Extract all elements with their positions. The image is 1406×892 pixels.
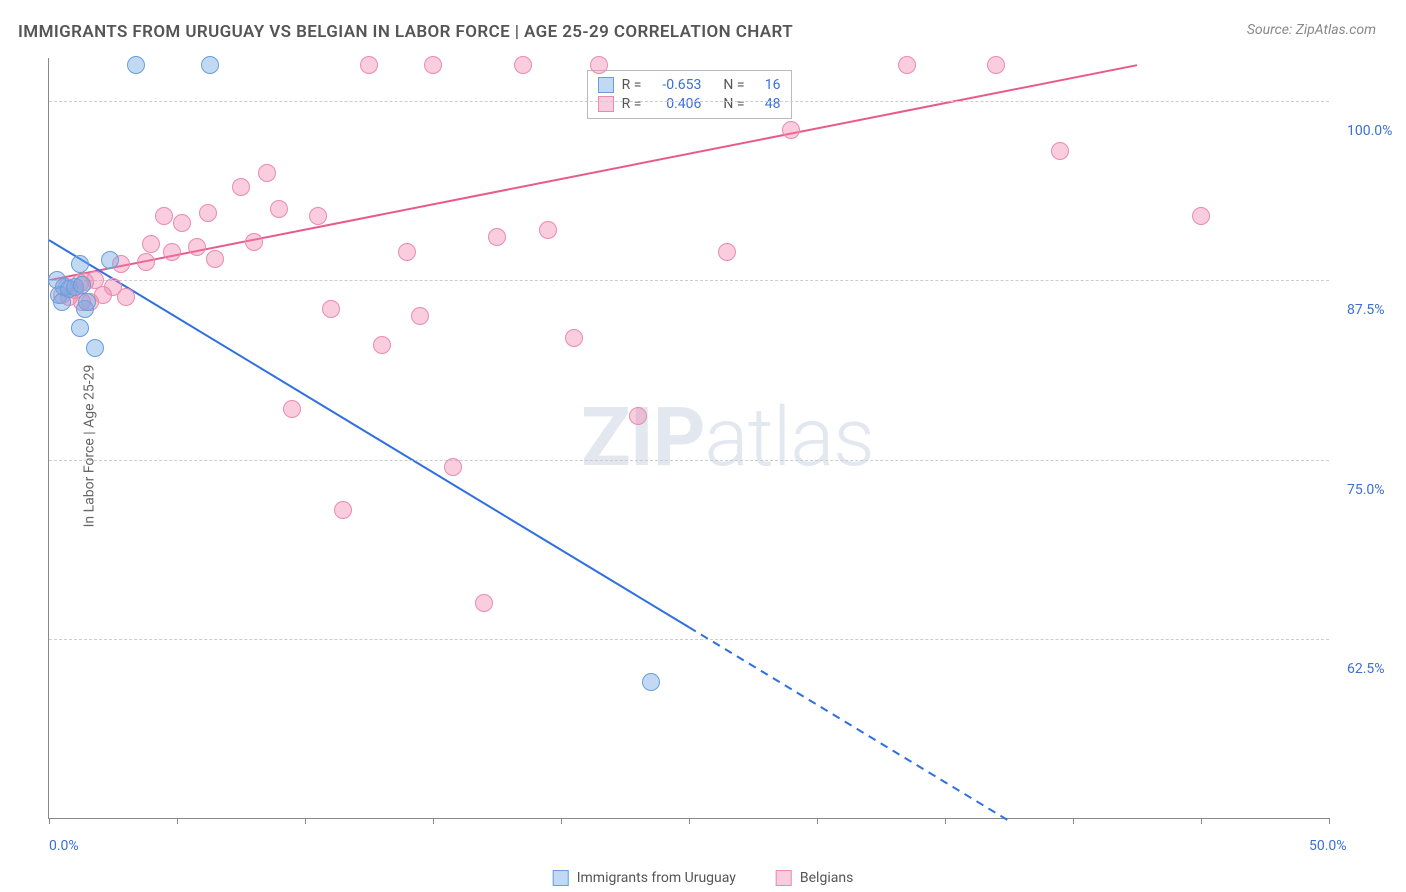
point-belgians xyxy=(718,243,736,261)
y-tick-label: 62.5% xyxy=(1347,661,1385,677)
point-belgians xyxy=(475,594,493,612)
watermark-atlas: atlas xyxy=(705,390,874,486)
point-belgians xyxy=(309,207,327,225)
point-belgians xyxy=(898,56,916,74)
point-belgians xyxy=(444,458,462,476)
y-tick-label: 100.0% xyxy=(1347,123,1392,139)
point-belgians xyxy=(488,228,506,246)
legend-swatch xyxy=(598,96,614,112)
legend-n-value: 16 xyxy=(753,77,781,93)
point-belgians xyxy=(283,400,301,418)
point-belgians xyxy=(987,56,1005,74)
point-belgians xyxy=(629,407,647,425)
legend-swatch xyxy=(553,870,569,886)
point-belgians xyxy=(411,307,429,325)
legend-r-label: R = xyxy=(622,77,642,93)
legend-r-value: 0.406 xyxy=(649,96,701,112)
point-belgians xyxy=(360,56,378,74)
legend-series: Immigrants from Uruguay Belgians xyxy=(553,870,854,886)
point-belgians xyxy=(163,243,181,261)
point-belgians xyxy=(334,501,352,519)
point-belgians xyxy=(270,200,288,218)
point-uruguay xyxy=(642,673,660,691)
x-tick xyxy=(817,818,818,824)
legend-r-value: -0.653 xyxy=(649,77,701,93)
legend-swatch xyxy=(776,870,792,886)
gridline xyxy=(49,280,1329,281)
point-uruguay xyxy=(78,293,96,311)
legend-correlation-row: R = -0.653 N = 16 xyxy=(598,77,781,93)
point-belgians xyxy=(188,238,206,256)
x-tick-label: 50.0% xyxy=(1309,838,1347,854)
x-tick xyxy=(561,818,562,824)
y-tick-label: 87.5% xyxy=(1347,302,1385,318)
legend-correlation-row: R = 0.406 N = 48 xyxy=(598,96,781,112)
watermark-zip: ZIP xyxy=(581,390,705,486)
point-belgians xyxy=(514,56,532,74)
x-tick xyxy=(305,818,306,824)
point-uruguay xyxy=(86,339,104,357)
point-belgians xyxy=(258,164,276,182)
x-tick xyxy=(433,818,434,824)
legend-n-label: N = xyxy=(723,96,744,112)
legend-r-label: R = xyxy=(622,96,642,112)
point-belgians xyxy=(322,300,340,318)
legend-series-item: Immigrants from Uruguay xyxy=(553,870,736,886)
legend-n-label: N = xyxy=(723,77,744,93)
point-belgians xyxy=(142,235,160,253)
point-uruguay xyxy=(71,255,89,273)
point-belgians xyxy=(206,250,224,268)
chart-title: IMMIGRANTS FROM URUGUAY VS BELGIAN IN LA… xyxy=(18,22,793,42)
point-belgians xyxy=(373,336,391,354)
gridline xyxy=(49,639,1329,640)
x-tick xyxy=(689,818,690,824)
gridline xyxy=(49,460,1329,461)
x-tick xyxy=(49,818,50,824)
chart-plot-area: ZIPatlas R =-0.653N =16R =0.406N =48 62.… xyxy=(48,58,1329,819)
point-belgians xyxy=(117,288,135,306)
point-belgians xyxy=(424,56,442,74)
x-tick xyxy=(1329,818,1330,824)
point-belgians xyxy=(199,204,217,222)
point-uruguay xyxy=(71,319,89,337)
x-tick xyxy=(1201,818,1202,824)
point-uruguay xyxy=(127,56,145,74)
x-tick xyxy=(1073,818,1074,824)
legend-series-item: Belgians xyxy=(776,870,853,886)
point-belgians xyxy=(155,207,173,225)
x-tick xyxy=(177,818,178,824)
watermark: ZIPatlas xyxy=(581,390,874,486)
point-belgians xyxy=(1192,207,1210,225)
point-uruguay xyxy=(101,251,119,269)
trend-lines xyxy=(49,58,1329,818)
legend-series-label: Belgians xyxy=(800,870,853,886)
point-uruguay xyxy=(73,276,91,294)
legend-swatch xyxy=(598,77,614,93)
point-belgians xyxy=(590,56,608,74)
source-label: Source: ZipAtlas.com xyxy=(1247,22,1376,38)
point-belgians xyxy=(173,214,191,232)
point-belgians xyxy=(1051,142,1069,160)
legend-series-label: Immigrants from Uruguay xyxy=(577,870,736,886)
point-belgians xyxy=(245,233,263,251)
legend-n-value: 48 xyxy=(753,96,781,112)
point-belgians xyxy=(398,243,416,261)
point-uruguay xyxy=(201,56,219,74)
point-belgians xyxy=(782,121,800,139)
x-tick xyxy=(945,818,946,824)
y-tick-label: 75.0% xyxy=(1347,482,1385,498)
x-tick-label: 0.0% xyxy=(49,838,79,854)
point-belgians xyxy=(565,329,583,347)
point-belgians xyxy=(539,221,557,239)
point-belgians xyxy=(232,178,250,196)
legend-correlation: R = -0.653 N = 16 R = 0.406 N = 48 xyxy=(587,70,792,119)
point-belgians xyxy=(137,253,155,271)
gridline xyxy=(49,101,1329,102)
